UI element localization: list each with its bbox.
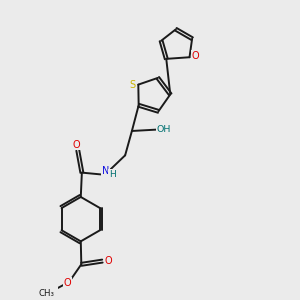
Text: S: S xyxy=(129,80,135,90)
Text: N: N xyxy=(102,166,109,176)
Text: OH: OH xyxy=(157,125,171,134)
Text: O: O xyxy=(192,51,199,61)
Text: O: O xyxy=(64,278,72,288)
Text: H: H xyxy=(109,170,116,179)
Text: O: O xyxy=(73,140,80,149)
Text: O: O xyxy=(105,256,112,266)
Text: CH₃: CH₃ xyxy=(39,289,55,298)
